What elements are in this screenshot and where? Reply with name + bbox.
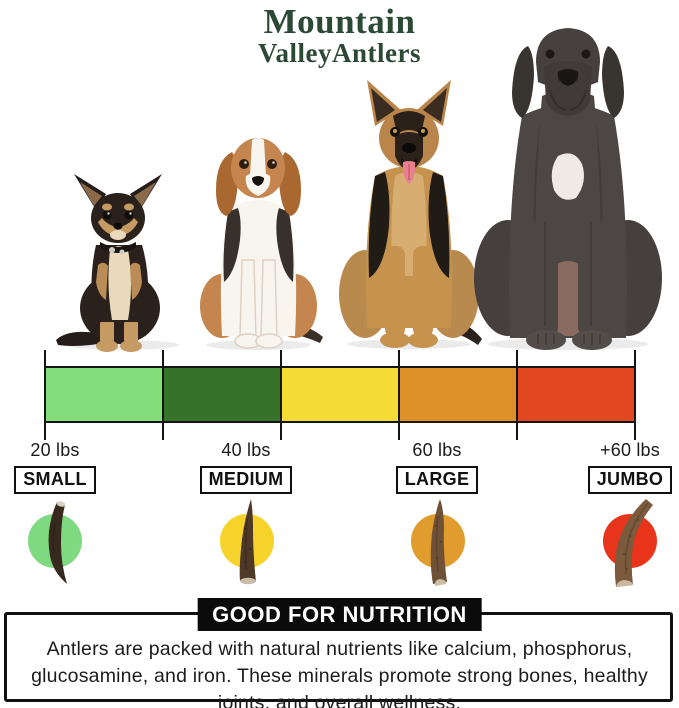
brand-name-line1: Mountain [263,2,416,41]
size-badge-small: SMALL [14,466,96,494]
weight-label-large: 60 lbs [412,440,462,460]
scale-tick-3 [398,350,400,440]
antler-small-icon [28,501,82,584]
scale-tick-5 [634,350,636,440]
great-dane-illustration [474,28,662,350]
scale-segment-jumbo [517,368,635,421]
german-shepherd-illustration [339,80,482,349]
scale-segment-medium [163,368,281,421]
weight-label-medium: 40 lbs [221,440,271,460]
size-column-jumbo: +60 lbs JUMBO [555,440,679,494]
brand-name-line2: ValleyAntlers [258,38,421,68]
chihuahua-illustration [56,174,179,352]
antler-medium-icon [220,499,274,585]
size-badge-medium: MEDIUM [199,466,293,494]
antler-jumbo-icon [603,499,657,587]
scale-tick-4 [516,350,518,440]
size-column-medium: 40 lbs MEDIUM [171,440,321,494]
antler-large-icon [411,499,465,586]
brand-logo: Mountain ValleyAntlers [0,2,679,68]
scale-tick-1 [162,350,164,440]
scale-tick-0 [44,350,46,440]
size-badge-large: LARGE [395,466,479,494]
weight-label-jumbo: +60 lbs [600,440,660,460]
size-badge-jumbo: JUMBO [587,466,673,494]
beagle-illustration [200,138,323,350]
size-scale-bar [45,366,635,423]
scale-tick-2 [280,350,282,440]
nutrition-badge: GOOD FOR NUTRITION [197,598,482,631]
weight-label-small: 20 lbs [30,440,80,460]
scale-segment-large [281,368,399,421]
nutrition-text: Antlers are packed with natural nutrient… [31,638,648,708]
size-column-large: 60 lbs LARGE [362,440,512,494]
size-column-small: 20 lbs SMALL [0,440,130,494]
scale-segment-small [45,368,163,421]
scale-segment-xlarge [399,368,517,421]
